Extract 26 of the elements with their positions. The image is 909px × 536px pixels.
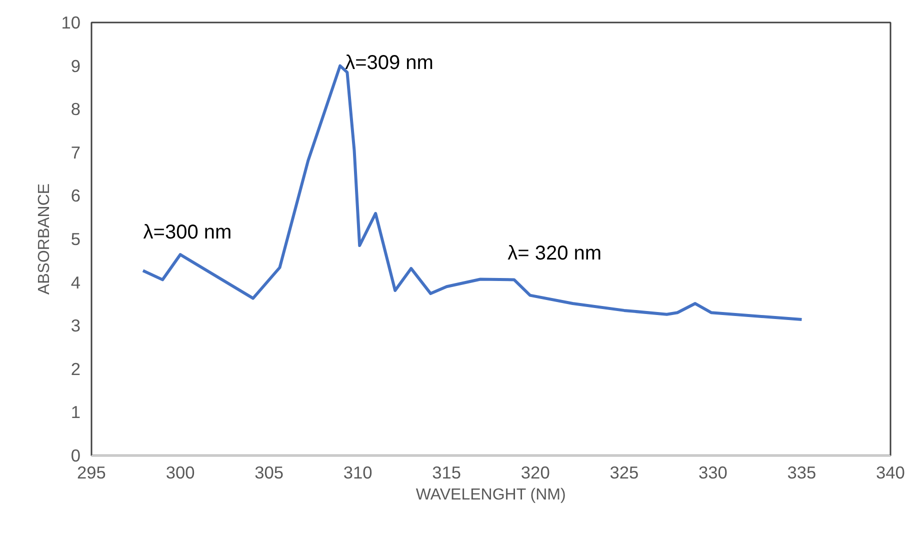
y-tick-label: 2 [70,358,81,379]
annotation: λ= 320 nm [508,242,602,265]
y-tick-label: 1 [70,402,81,422]
y-tick-label: 9 [70,56,81,76]
y-tick-label: 6 [70,186,81,206]
x-tick-label: 340 [876,462,905,482]
x-tick-label: 315 [432,462,462,482]
x-tick-label: 330 [698,462,728,482]
y-tick-label: 5 [70,229,81,249]
annotation: λ=300 nm [143,222,232,244]
y-tick-label: 7 [70,142,81,162]
annotation: λ=309 nm [345,52,434,74]
y-tick-label: 10 [61,12,81,32]
x-tick-label: 295 [77,462,106,482]
y-tick-label: 3 [70,316,81,336]
x-tick-label: 335 [787,462,816,482]
x-tick-label: 300 [166,462,195,482]
x-axis-title: WAVELENGHT (NM) [416,486,566,504]
y-axis-title: ABSORBANCE [36,183,54,295]
x-tick-label: 310 [343,462,372,482]
x-tick-label: 320 [520,462,550,482]
y-tick-label: 0 [70,446,81,466]
x-tick-label: 305 [254,462,284,482]
y-tick-label: 4 [70,272,81,292]
y-tick-label: 8 [70,99,81,120]
x-tick-label: 325 [610,462,639,482]
